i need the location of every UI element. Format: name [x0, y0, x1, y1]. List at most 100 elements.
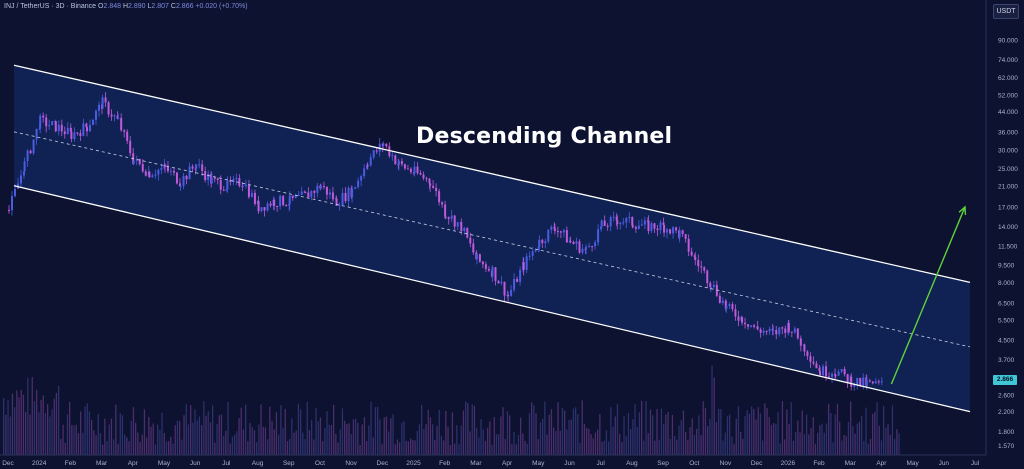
candle-body	[687, 238, 690, 252]
candle-body	[456, 222, 459, 227]
candle-body	[94, 110, 97, 120]
volume-bar	[97, 414, 99, 455]
volume-bar	[515, 444, 517, 455]
volume-bar	[733, 443, 735, 455]
volume-bar	[317, 421, 319, 455]
candle-body	[123, 130, 126, 132]
volume-bar	[711, 365, 713, 455]
candle-body	[481, 261, 484, 265]
candle-body	[781, 327, 784, 329]
candle-body	[790, 331, 793, 333]
candle-body	[300, 191, 303, 195]
last-price-tag: 2.866	[993, 375, 1017, 385]
candle-body	[185, 175, 188, 180]
volume-bar	[742, 438, 744, 455]
volume-bar	[828, 403, 830, 455]
chart-annotation: Descending Channel	[416, 124, 673, 149]
volume-bar	[746, 410, 748, 455]
candle-body	[585, 247, 588, 250]
volume-bar	[634, 404, 636, 455]
x-tick-label: Feb	[65, 460, 77, 467]
volume-bar	[814, 443, 817, 455]
candle-body	[834, 375, 837, 377]
candle-body	[438, 191, 441, 203]
candle-body	[331, 192, 334, 200]
candle-body	[809, 356, 812, 362]
candle-body	[32, 139, 35, 154]
candle-body	[871, 381, 874, 384]
volume-bar	[328, 424, 330, 455]
volume-bar	[473, 405, 476, 455]
volume-bar	[869, 438, 872, 455]
volume-bar	[887, 424, 889, 455]
volume-bar	[537, 439, 539, 455]
y-tick-label: 2.600	[998, 392, 1015, 399]
candle-body	[253, 192, 256, 204]
candle-body	[516, 278, 519, 282]
volume-bar	[843, 434, 845, 455]
volume-bar	[401, 422, 403, 455]
candle-body	[276, 205, 279, 207]
volume-bar	[898, 433, 900, 455]
volume-bar	[498, 434, 500, 455]
candle-body	[403, 164, 406, 169]
candle-body	[85, 123, 88, 128]
candle-body	[815, 363, 818, 369]
candle-body	[734, 309, 737, 317]
candle-body	[450, 215, 453, 219]
volume-bar	[744, 416, 746, 455]
volume-bar	[326, 411, 328, 455]
volume-bar	[500, 416, 502, 455]
candle-body	[444, 216, 447, 218]
volume-bar	[696, 428, 698, 455]
candle-body	[198, 164, 201, 166]
candle-body	[616, 220, 619, 225]
candle-body	[603, 220, 606, 226]
channel-lower-line	[13, 185, 971, 413]
candle-body	[447, 217, 450, 219]
candle-body	[840, 369, 843, 372]
candle-body	[60, 124, 63, 132]
y-tick-label: 6.500	[998, 301, 1015, 308]
candle-body	[631, 216, 634, 226]
volume-bar	[883, 405, 885, 455]
volume-bar	[7, 400, 9, 455]
volume-bar	[75, 424, 77, 455]
volume-bar	[236, 431, 238, 455]
volume-bar	[58, 385, 60, 455]
volume-bar	[775, 423, 777, 455]
candle-body	[503, 281, 506, 296]
volume-bar	[599, 414, 601, 455]
volume-bar	[238, 418, 240, 455]
candle-body	[73, 132, 76, 139]
volume-bar	[649, 409, 652, 455]
candle-body	[406, 168, 409, 170]
volume-bar	[80, 411, 82, 455]
volume-bar	[731, 436, 733, 455]
candle-body	[806, 351, 809, 357]
volume-bar	[44, 413, 47, 455]
volume-bar	[425, 424, 427, 455]
volume-bar	[504, 438, 506, 455]
candle-body	[799, 338, 802, 346]
x-tick-label: Jul	[971, 460, 980, 467]
volume-bar	[533, 405, 535, 455]
volume-bar	[337, 442, 339, 455]
candle-body	[347, 188, 350, 202]
volume-bar	[73, 425, 75, 455]
volume-bar	[522, 433, 524, 455]
currency-button[interactable]: USDT	[993, 4, 1019, 19]
channel-fill	[14, 65, 970, 412]
volume-bar	[201, 425, 203, 455]
price-axis[interactable]	[986, 0, 1024, 469]
candle-body	[366, 165, 369, 169]
volume-bar	[663, 423, 665, 455]
volume-bar	[647, 433, 649, 455]
candle-body	[877, 381, 880, 383]
volume-bar	[306, 401, 308, 455]
candle-body	[678, 230, 681, 238]
volume-bar	[174, 425, 176, 455]
volume-bar	[471, 404, 473, 455]
candle-body	[157, 169, 160, 175]
